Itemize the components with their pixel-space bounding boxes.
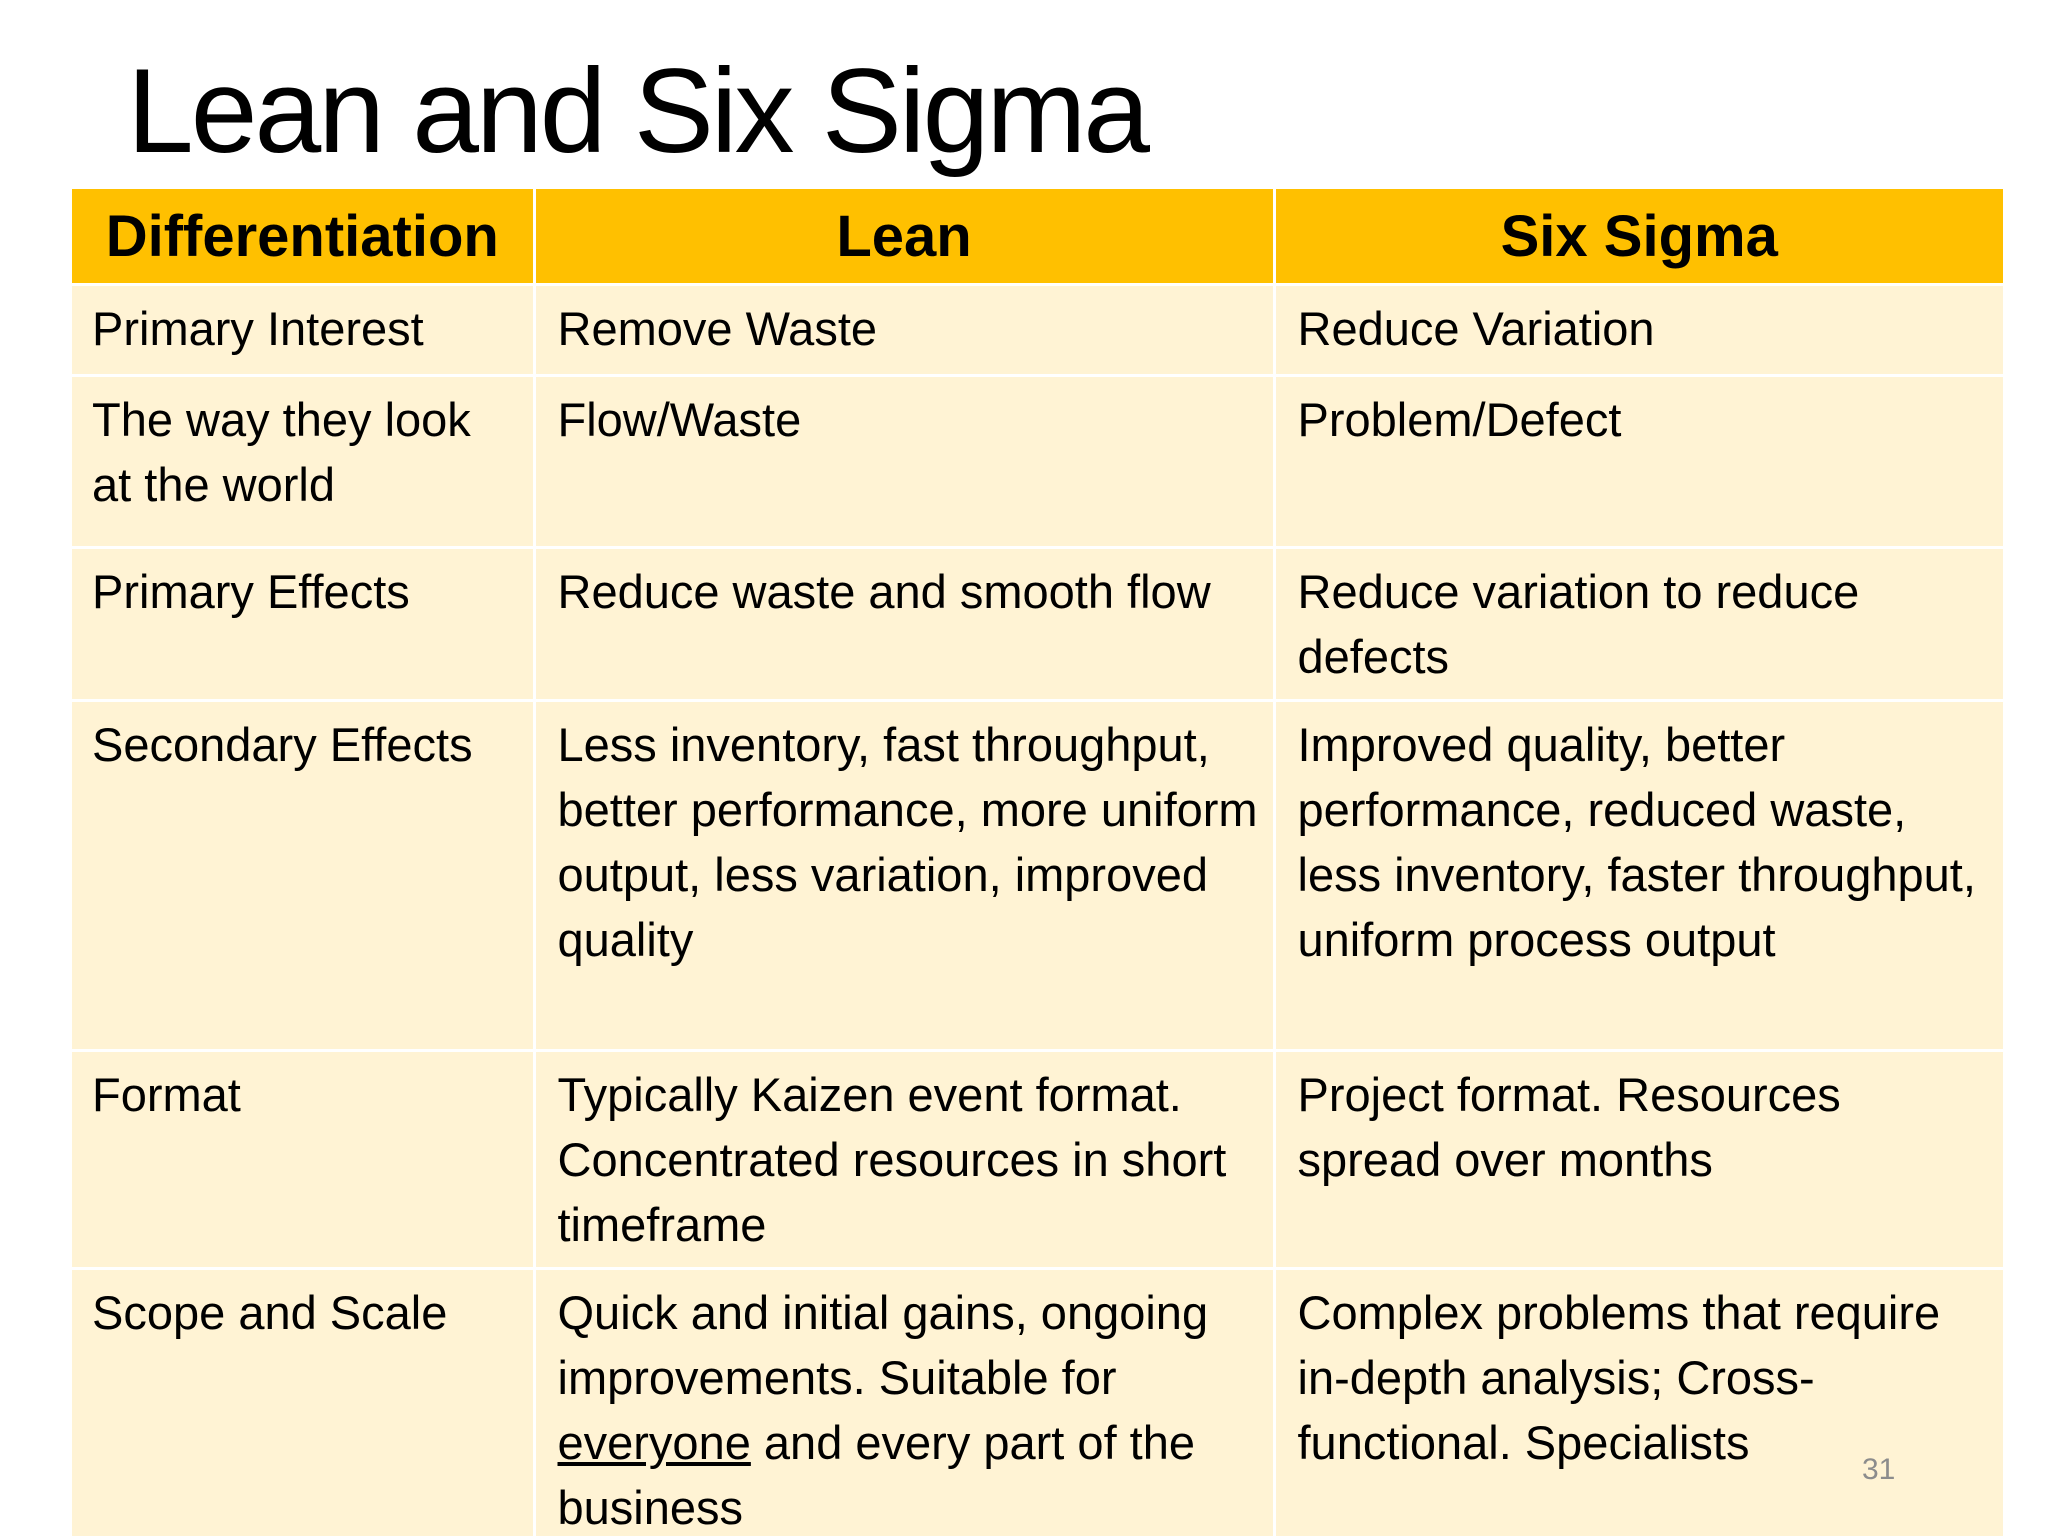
table-row: Secondary Effects Less inventory, fast t…: [72, 700, 2003, 1052]
six-sigma-cell: Project format. Resources spread over mo…: [1274, 1050, 2003, 1270]
six-sigma-cell: Problem/Defect: [1274, 375, 2003, 549]
row-label: The way they look at the world: [72, 375, 536, 549]
comparison-table: Differentiation Lean Six Sigma Primary I…: [72, 189, 2003, 1536]
six-sigma-cell: Reduce variation to reduce defects: [1274, 547, 2003, 702]
row-label: Format: [72, 1050, 536, 1270]
lean-cell: Typically Kaizen event format. Concentra…: [534, 1050, 1276, 1270]
lean-cell: Quick and initial gains, ongoing improve…: [534, 1268, 1276, 1536]
table-row: Scope and Scale Quick and initial gains,…: [72, 1268, 2003, 1536]
row-label: Scope and Scale: [72, 1268, 536, 1536]
lean-cell: Flow/Waste: [534, 375, 1276, 549]
row-label: Secondary Effects: [72, 700, 536, 1052]
table-row: The way they look at the world Flow/Wast…: [72, 375, 2003, 549]
header-lean: Lean: [534, 189, 1276, 286]
lean-cell: Reduce waste and smooth flow: [534, 547, 1276, 702]
slide-title: Lean and Six Sigma: [127, 44, 1150, 178]
header-differentiation: Differentiation: [72, 189, 536, 286]
page-number: 31: [1862, 1453, 1896, 1486]
six-sigma-cell: Improved quality, better performance, re…: [1274, 700, 2003, 1052]
row-label: Primary Effects: [72, 547, 536, 702]
lean-cell: Less inventory, fast throughput, better …: [534, 700, 1276, 1052]
table-header-row: Differentiation Lean Six Sigma: [72, 189, 2003, 286]
header-six-sigma: Six Sigma: [1274, 189, 2003, 286]
six-sigma-cell: Complex problems that require in-depth a…: [1274, 1268, 2003, 1536]
table-row: Primary Interest Remove Waste Reduce Var…: [72, 284, 2003, 377]
table-row: Format Typically Kaizen event format. Co…: [72, 1050, 2003, 1270]
table-row: Primary Effects Reduce waste and smooth …: [72, 547, 2003, 702]
lean-text-after: and every part of the business: [557, 1416, 1196, 1534]
lean-cell: Remove Waste: [534, 284, 1276, 377]
six-sigma-cell: Reduce Variation: [1274, 284, 2003, 377]
underlined-word: everyone: [557, 1416, 751, 1469]
row-label: Primary Interest: [72, 284, 536, 377]
lean-text-before: Quick and initial gains, ongoing improve…: [557, 1286, 1209, 1404]
